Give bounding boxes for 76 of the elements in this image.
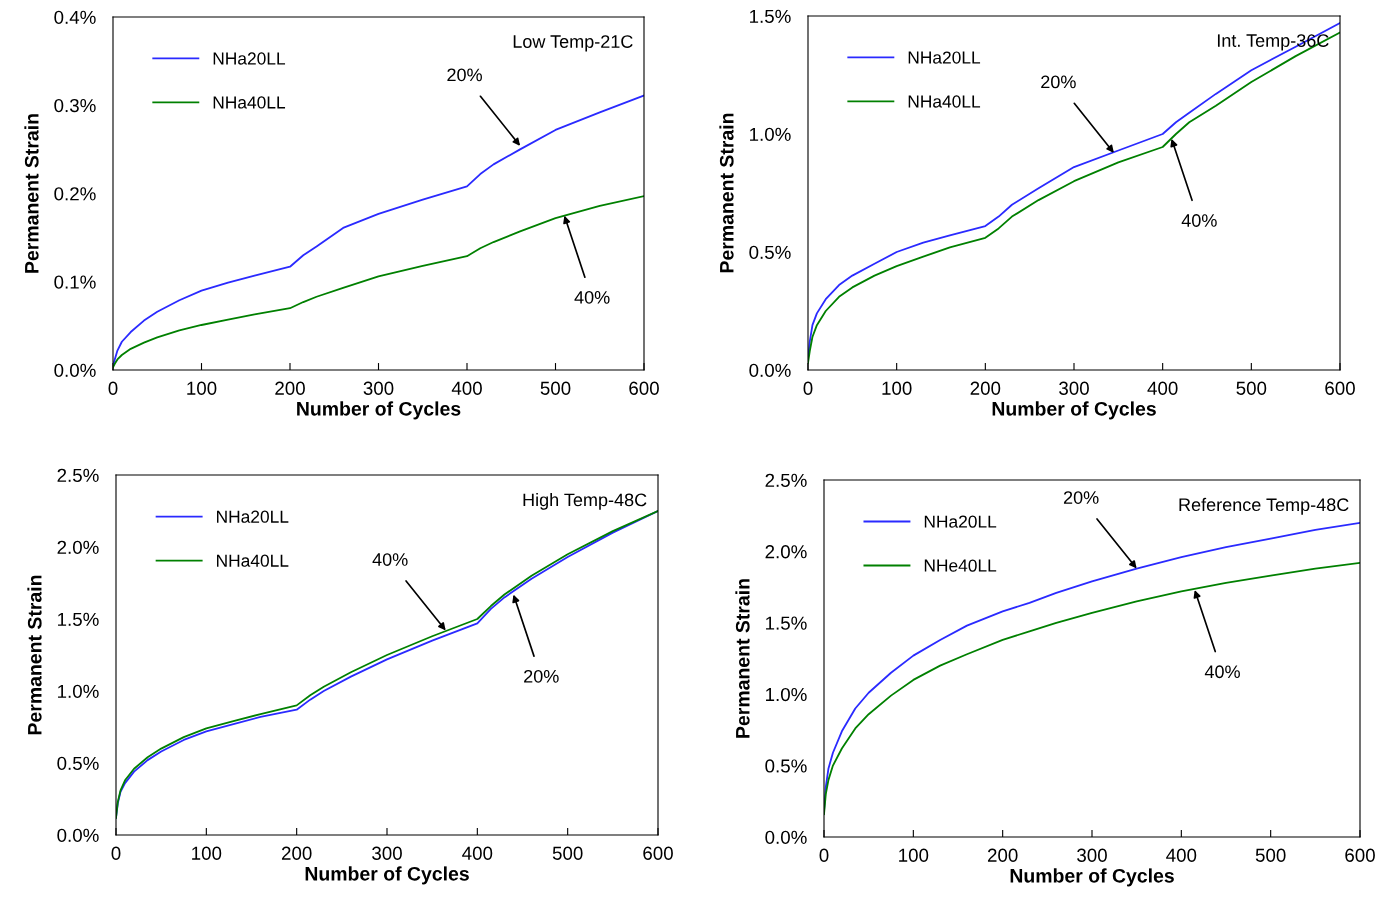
y-tick-label: 2.0% — [57, 540, 99, 554]
annotation: 20% — [1041, 75, 1076, 89]
annotation: 40% — [574, 290, 610, 304]
text: High Temp-48C — [523, 493, 647, 510]
x-tick-label: 0 — [819, 848, 829, 862]
x-axis-title: Number of Cycles — [1010, 868, 1174, 887]
x-tick-label: 100 — [899, 848, 929, 862]
y-tick-label: 1.0% — [750, 127, 791, 141]
y-axis-title: Permanent Strain — [24, 114, 39, 273]
legend-label: NHa40LL — [908, 95, 981, 108]
y-tick-label: 2.0% — [765, 545, 807, 559]
y-tick-label: 0.0% — [749, 363, 791, 377]
x-tick-label: 600 — [643, 846, 673, 860]
x-axis-title: Number of Cycles — [297, 401, 461, 420]
y-tick-label: 1.5% — [58, 612, 99, 626]
y-axis-title: Permanent Strain — [719, 113, 734, 273]
y-axis-title: Permanent Strain — [735, 579, 750, 738]
legend-label: NHa20LL — [217, 510, 289, 523]
x-tick-label: 200 — [970, 381, 1001, 395]
x-tick-label: 500 — [1236, 381, 1267, 395]
annotation: 40% — [1181, 214, 1217, 227]
x-tick-label: 600 — [629, 381, 659, 395]
x-tick-label: 600 — [1325, 381, 1355, 395]
x-tick-label: 0 — [108, 381, 118, 395]
annotation: 20% — [447, 68, 482, 82]
x-tick-label: 200 — [275, 381, 305, 395]
legend-label: NHa40LL — [213, 96, 286, 109]
x-axis-title: Number of Cycles — [992, 401, 1156, 420]
y-tick-label: 0.2% — [54, 187, 96, 201]
x-tick-label: 100 — [187, 381, 217, 395]
legend-label: NHa20LL — [908, 51, 981, 64]
legend-label: NHe40LL — [924, 559, 997, 572]
y-tick-label: 0.0% — [57, 828, 99, 842]
y-tick-label: 0.5% — [57, 756, 99, 770]
y-tick-label: 1.5% — [766, 616, 807, 630]
x-tick-label: 300 — [372, 846, 402, 860]
y-tick-label: 0.4% — [54, 10, 96, 24]
x-tick-label: 0 — [111, 846, 121, 860]
text: Low Temp-21C — [513, 35, 633, 52]
annotation: 20% — [1063, 491, 1099, 504]
x-tick-label: 400 — [1166, 848, 1197, 862]
x-tick-label: 300 — [363, 381, 394, 395]
y-tick-label: 0.0% — [765, 830, 807, 844]
x-tick-label: 100 — [882, 381, 912, 395]
y-tick-label: 0.5% — [749, 245, 791, 259]
y-tick-label: 1.0% — [58, 684, 99, 698]
y-tick-label: 0.3% — [54, 98, 96, 113]
legend-label: NHa20LL — [924, 515, 997, 528]
x-tick-label: 200 — [281, 846, 312, 860]
y-tick-label: 0.5% — [765, 759, 807, 773]
x-tick-label: 600 — [1345, 848, 1375, 862]
x-tick-label: 200 — [987, 848, 1018, 862]
annotation: 20% — [524, 669, 559, 683]
y-tick-label: 0.1% — [54, 275, 96, 289]
y-tick-label: 1.0% — [766, 687, 807, 702]
x-tick-label: 300 — [1077, 848, 1107, 862]
y-tick-label: 1.5% — [750, 9, 791, 23]
x-tick-label: 400 — [462, 846, 493, 860]
y-tick-label: 2.5% — [57, 468, 99, 482]
y-axis-title: Permanent Strain — [27, 575, 42, 735]
annotation: 40% — [1204, 665, 1240, 679]
x-tick-label: 400 — [451, 381, 482, 395]
x-tick-label: 300 — [1059, 381, 1089, 395]
x-tick-label: 100 — [192, 846, 222, 860]
x-axis-title: Number of Cycles — [305, 866, 469, 885]
legend-label: NHa40LL — [217, 554, 289, 567]
x-tick-label: 0 — [803, 381, 813, 395]
x-tick-label: 500 — [1255, 848, 1286, 862]
legend-label: NHa20LL — [213, 52, 286, 65]
annotation: 40% — [372, 553, 408, 566]
y-tick-label: 0.0% — [54, 363, 96, 377]
x-tick-label: 400 — [1147, 381, 1178, 395]
x-tick-label: 500 — [540, 381, 571, 395]
text: Reference Temp-48C — [1179, 497, 1349, 515]
y-tick-label: 2.5% — [765, 473, 807, 487]
x-tick-label: 500 — [552, 846, 583, 860]
